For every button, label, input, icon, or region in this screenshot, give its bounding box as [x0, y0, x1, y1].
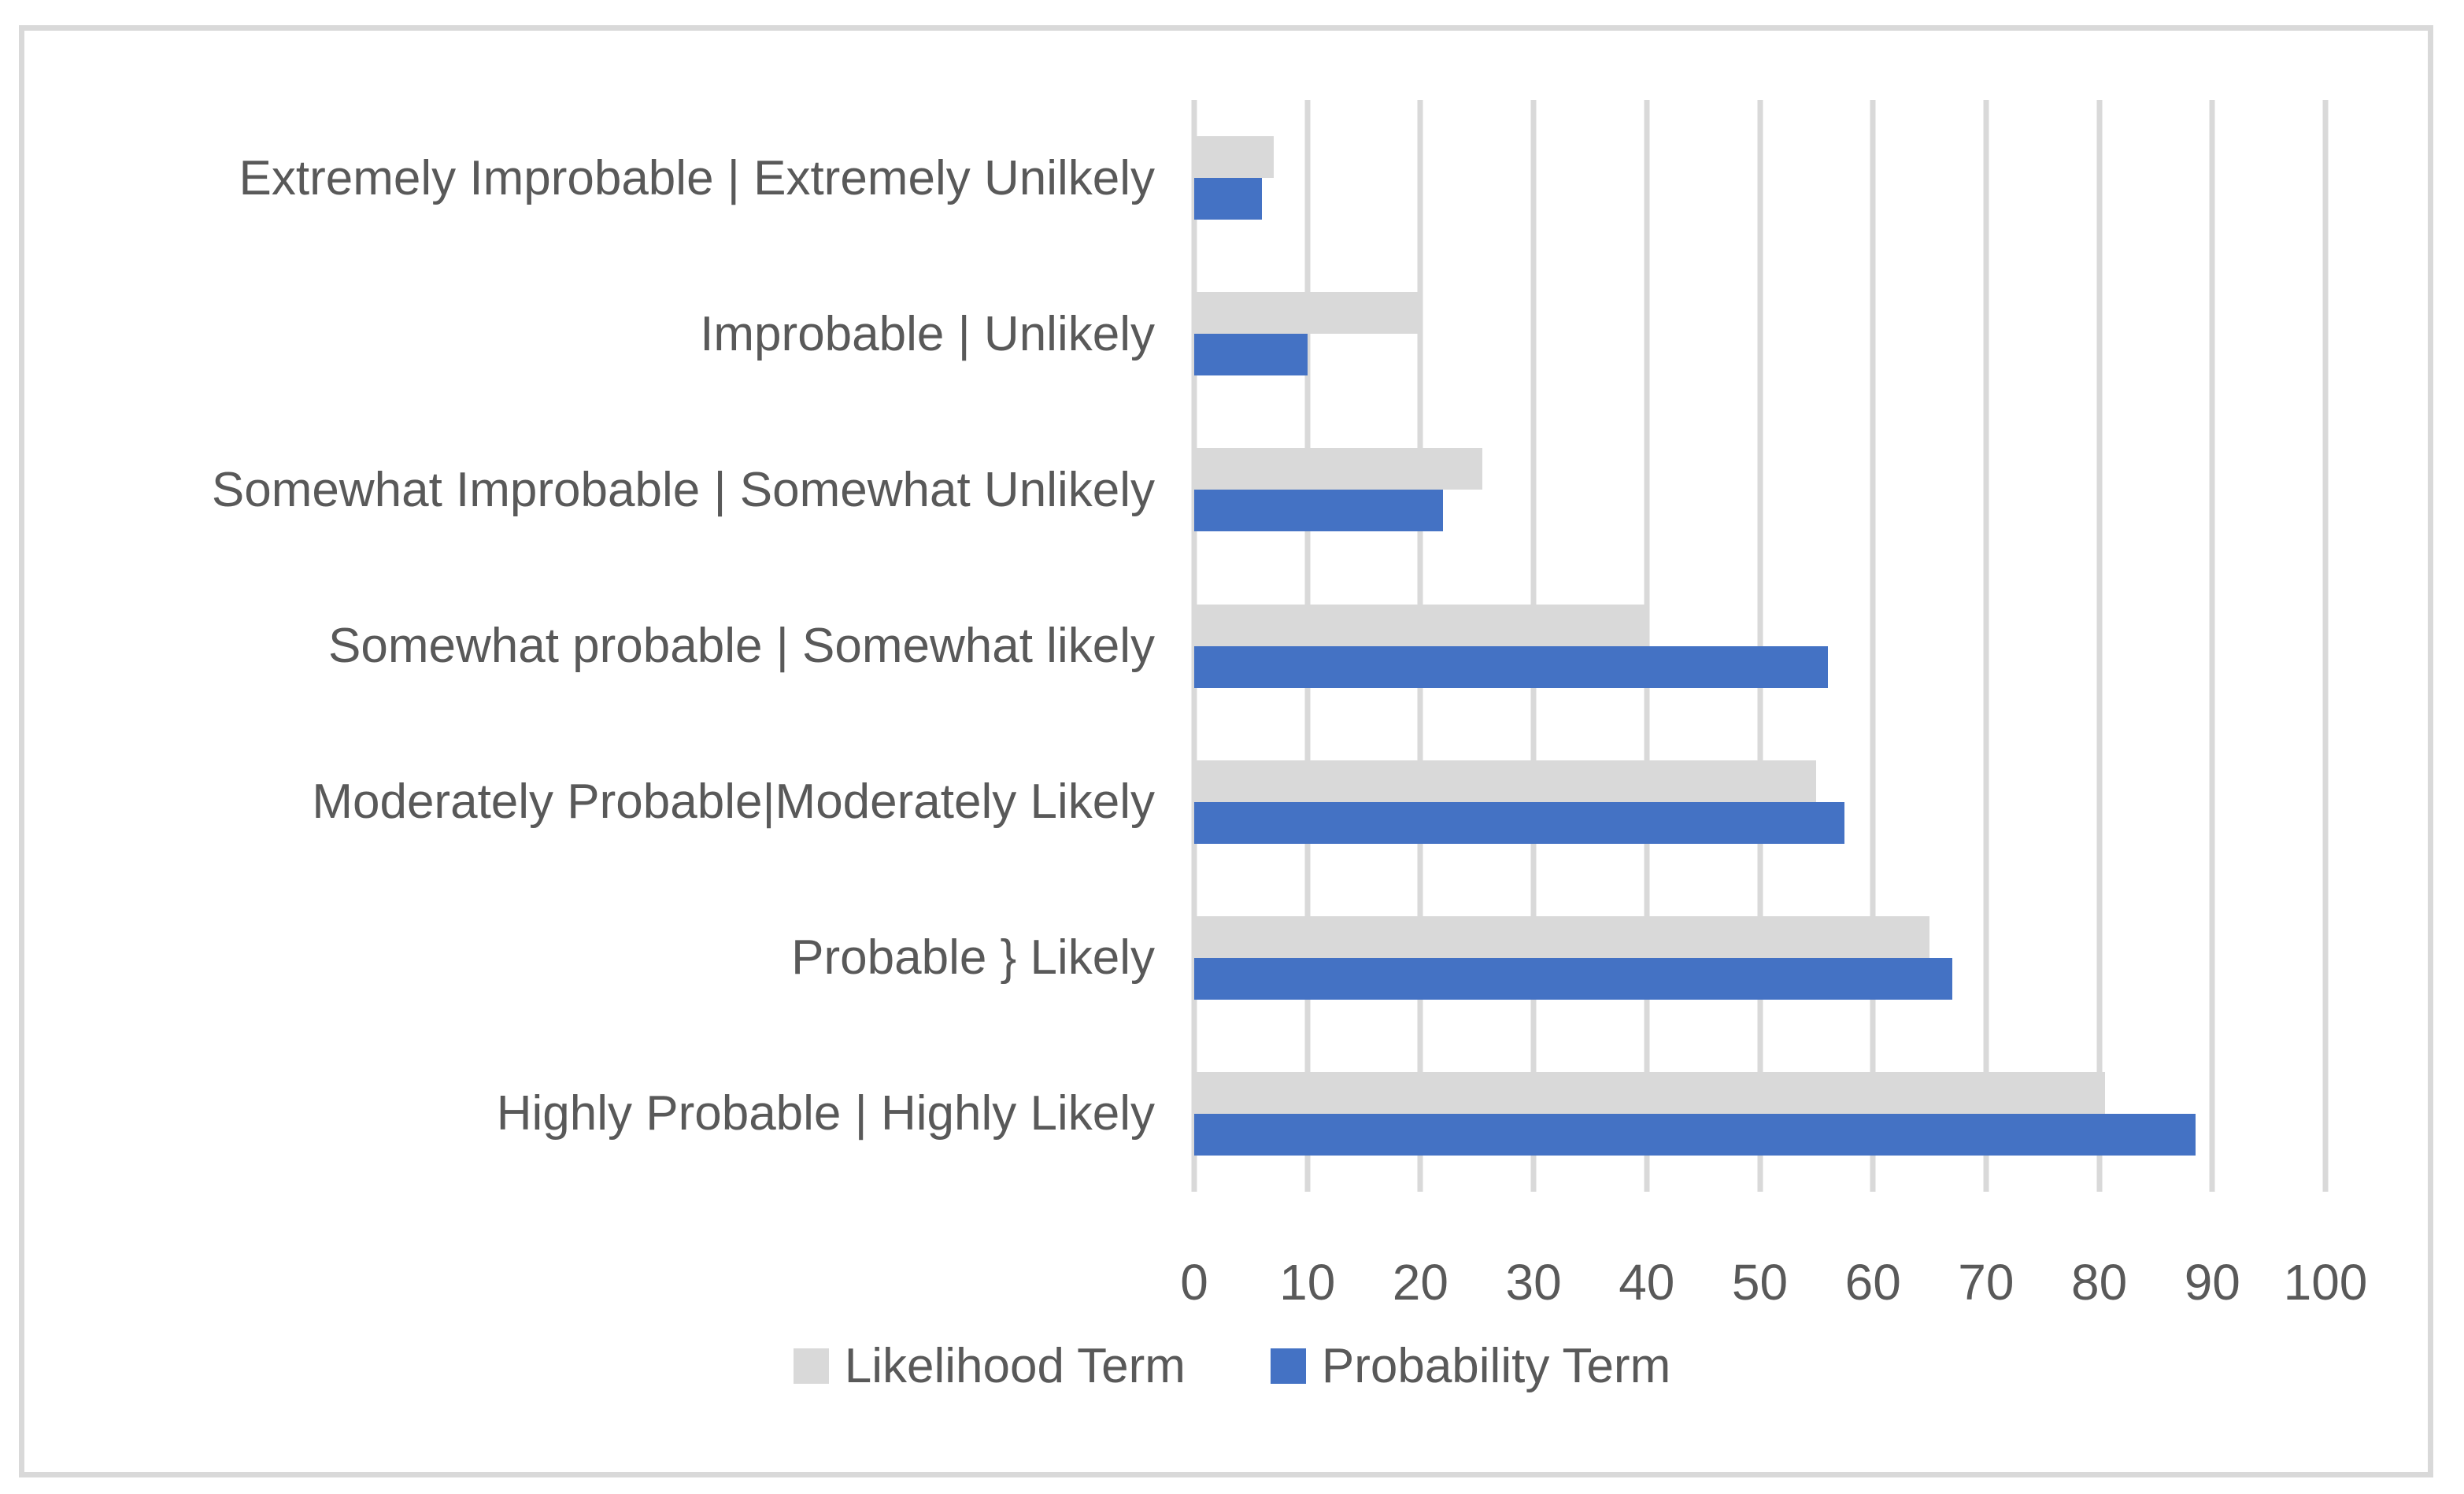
legend-swatch-icon [1270, 1348, 1306, 1384]
category-label-6: Highly Probable | Highly Likely [496, 1086, 1155, 1141]
likelihood-bar-5 [1194, 915, 1930, 958]
likelihood-bar-2 [1194, 448, 1483, 490]
likelihood-bar-6 [1194, 1071, 2105, 1114]
x-tick-label-50: 50 [1731, 1254, 1789, 1311]
category-label-2: Somewhat Improbable | Somewhat Unlikely [211, 462, 1155, 517]
legend: Likelihood Term Probability Term [0, 1338, 2464, 1394]
x-tick-label-90: 90 [2184, 1254, 2240, 1311]
gridline-x-80 [2096, 100, 2103, 1192]
probability-bar-5 [1194, 957, 1952, 1000]
probability-bar-3 [1194, 645, 1828, 688]
category-label-3: Somewhat probable | Somewhat likely [328, 618, 1155, 673]
category-label-1: Improbable | Unlikely [700, 306, 1155, 361]
legend-label: Probability Term [1321, 1339, 1671, 1393]
x-tick-label-30: 30 [1505, 1254, 1562, 1311]
likelihood-bar-1 [1194, 292, 1421, 335]
x-tick-label-100: 100 [2283, 1254, 2368, 1311]
x-tick-label-70: 70 [1958, 1254, 2014, 1311]
x-tick-label-10: 10 [1279, 1254, 1336, 1311]
likelihood-bar-3 [1194, 604, 1647, 646]
plot-area [1191, 100, 2329, 1192]
gridline-x-90 [2209, 100, 2215, 1192]
likelihood-bar-0 [1194, 136, 1274, 179]
x-tick-label-40: 40 [1619, 1254, 1675, 1311]
legend-item-probability-term: Probability Term [1270, 1338, 1671, 1394]
gridline-x-70 [1983, 100, 1989, 1192]
chart-border [19, 25, 2433, 1477]
likelihood-bar-4 [1194, 760, 1817, 802]
category-label-5: Probable } Likely [791, 930, 1155, 986]
legend-swatch-icon [793, 1348, 829, 1384]
legend-label: Likelihood Term [844, 1339, 1186, 1393]
legend-item-likelihood-term: Likelihood Term [793, 1338, 1186, 1394]
category-label-4: Moderately Probable|Moderately Likely [312, 775, 1155, 830]
x-tick-label-20: 20 [1392, 1254, 1448, 1311]
probability-bar-0 [1194, 178, 1263, 220]
probability-bar-6 [1194, 1113, 2196, 1156]
gridline-x-60 [1870, 100, 1876, 1192]
x-tick-label-60: 60 [1844, 1254, 1901, 1311]
x-tick-label-80: 80 [2071, 1254, 2128, 1311]
category-label-0: Extremely Improbable | Extremely Unilkel… [239, 150, 1155, 205]
gridline-x-100 [2322, 100, 2329, 1192]
probability-bar-2 [1194, 490, 1444, 532]
x-tick-label-0: 0 [1180, 1254, 1208, 1311]
probability-bar-4 [1194, 801, 1845, 844]
probability-bar-1 [1194, 334, 1308, 376]
